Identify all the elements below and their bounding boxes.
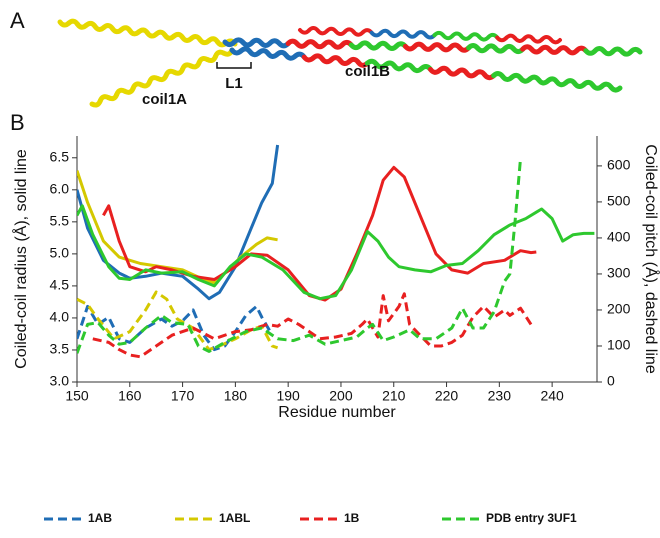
series-line xyxy=(77,290,279,352)
x-axis-title: Residue number xyxy=(278,404,396,421)
x-tick-label: 180 xyxy=(224,388,248,404)
legend-label: 1B xyxy=(344,511,360,525)
y-tick-label: 4.5 xyxy=(50,277,70,293)
y2-tick-label: 0 xyxy=(607,373,615,389)
y-tick-label: 5.5 xyxy=(50,213,70,229)
series-line xyxy=(77,204,595,301)
helix xyxy=(608,84,623,93)
legend-label: 1AB xyxy=(88,511,112,525)
x-tick-label: 190 xyxy=(276,388,300,404)
y-tick-label: 3.5 xyxy=(50,341,70,357)
structure-panel xyxy=(57,18,643,108)
x-tick-label: 200 xyxy=(329,388,353,404)
y2-tick-label: 100 xyxy=(607,337,631,353)
structure-label: coil1B xyxy=(345,63,390,80)
x-tick-label: 170 xyxy=(171,388,195,404)
y-tick-label: 3.0 xyxy=(50,373,70,389)
y2-axis-title: Coiled-coil pitch (Å), dashed line xyxy=(642,144,660,374)
legend-label: 1ABL xyxy=(219,511,250,525)
bracket xyxy=(216,62,252,69)
y-tick-label: 6.5 xyxy=(50,148,70,164)
series-line xyxy=(102,165,537,302)
x-tick-label: 150 xyxy=(65,388,89,404)
y2-tick-label: 600 xyxy=(607,157,631,173)
y-tick-label: 4.0 xyxy=(50,309,70,325)
y2-tick-label: 300 xyxy=(607,265,631,281)
y2-tick-label: 500 xyxy=(607,193,631,209)
series-line xyxy=(92,292,533,359)
structure-label: coil1A xyxy=(142,91,187,108)
panel-letter: A xyxy=(10,8,25,33)
x-tick-label: 210 xyxy=(382,388,406,404)
legend-label: PDB entry 3UF1 xyxy=(486,511,577,525)
x-tick-label: 240 xyxy=(540,388,564,404)
y2-tick-label: 400 xyxy=(607,229,631,245)
x-tick-label: 160 xyxy=(118,388,142,404)
helix xyxy=(549,37,562,45)
y-axis-title: Coiled-coil radius (Å), solid line xyxy=(11,149,30,369)
y-tick-label: 5.0 xyxy=(50,245,70,261)
series-line xyxy=(77,170,278,285)
series-line xyxy=(77,158,522,354)
structure-label: L1 xyxy=(225,75,243,92)
x-tick-label: 230 xyxy=(488,388,512,404)
y2-tick-label: 200 xyxy=(607,301,631,317)
x-tick-label: 220 xyxy=(435,388,459,404)
series-line xyxy=(77,144,280,301)
panel-letter: B xyxy=(10,110,25,135)
y-tick-label: 6.0 xyxy=(50,181,70,197)
helix xyxy=(628,46,643,55)
plot-area xyxy=(77,144,595,359)
